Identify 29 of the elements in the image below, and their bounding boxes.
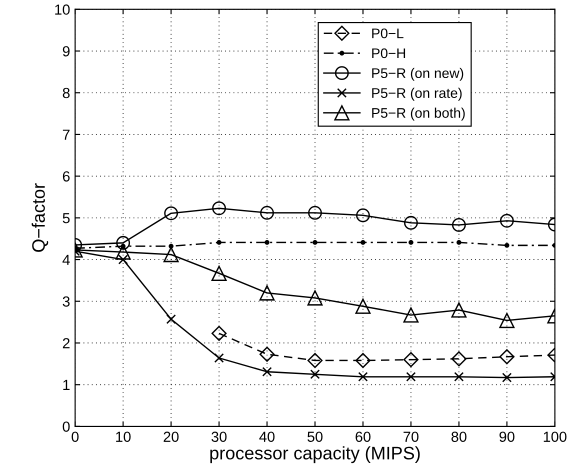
y-tick-label: 6 [62, 171, 70, 182]
y-tick-label: 10 [55, 4, 70, 15]
legend-label: P5−R (on rate) [372, 88, 462, 101]
y-tick-label: 5 [62, 213, 70, 224]
y-tick-label: 1 [63, 380, 70, 390]
legend-label: P0−H [372, 48, 406, 58]
y-tick-label: 2 [62, 338, 70, 348]
x-axis-title: processor capacity (MIPS) [210, 446, 420, 464]
y-tick-label: 7 [62, 130, 70, 140]
legend-label: P5−R (on both) [372, 108, 465, 121]
legend-label: P5−R (on new) [372, 68, 464, 81]
y-tick-label: 0 [62, 421, 70, 432]
x-tick-label: 40 [259, 432, 275, 442]
x-tick-label: 60 [356, 432, 371, 442]
y-tick-label: 4 [62, 254, 70, 265]
x-tick-label: 90 [499, 432, 514, 442]
x-tick-label: 100 [544, 432, 566, 442]
y-axis-title: Q−factor [32, 183, 48, 252]
y-tick-label: 9 [62, 46, 70, 56]
x-tick-label: 50 [307, 432, 323, 442]
y-tick-label: 3 [62, 296, 70, 307]
x-tick-label: 0 [72, 432, 79, 442]
x-tick-label: 20 [164, 432, 179, 442]
x-tick-label: 10 [116, 432, 131, 442]
y-tick-label: 8 [62, 88, 70, 98]
x-tick-label: 70 [404, 432, 418, 442]
legend-label: P0−L [372, 28, 404, 38]
x-tick-label: 30 [212, 432, 227, 442]
x-tick-label: 80 [451, 432, 466, 442]
